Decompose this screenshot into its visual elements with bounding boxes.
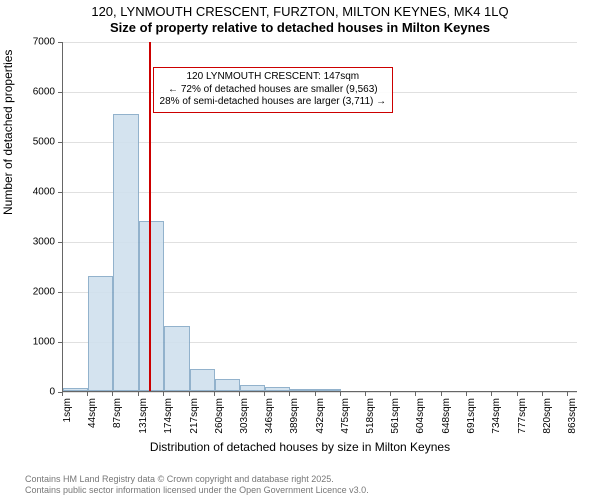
x-tick <box>163 392 164 396</box>
x-tick-label: 87sqm <box>112 398 123 448</box>
property-marker-line <box>149 42 151 391</box>
histogram-bar <box>290 389 315 391</box>
gridline <box>63 142 577 143</box>
x-tick-label: 648sqm <box>441 398 452 448</box>
footer-line-2: Contains public sector information licen… <box>25 485 590 496</box>
x-tick-label: 734sqm <box>491 398 502 448</box>
x-tick-label: 777sqm <box>517 398 528 448</box>
histogram-bar <box>164 326 189 391</box>
x-tick <box>567 392 568 396</box>
x-tick-label: 131sqm <box>138 398 149 448</box>
title-line-1: 120, LYNMOUTH CRESCENT, FURZTON, MILTON … <box>0 4 600 19</box>
x-tick <box>491 392 492 396</box>
histogram-bar <box>215 379 240 392</box>
y-tick-label: 6000 <box>33 87 55 98</box>
attribution-footer: Contains HM Land Registry data © Crown c… <box>25 474 590 497</box>
x-tick <box>517 392 518 396</box>
footer-line-1: Contains HM Land Registry data © Crown c… <box>25 474 590 485</box>
y-tick <box>58 192 62 193</box>
histogram-bar <box>113 114 139 392</box>
x-tick <box>214 392 215 396</box>
x-tick <box>441 392 442 396</box>
x-tick <box>189 392 190 396</box>
x-tick-label: 820sqm <box>542 398 553 448</box>
x-tick <box>112 392 113 396</box>
y-tick <box>58 242 62 243</box>
x-tick-label: 260sqm <box>214 398 225 448</box>
x-tick-label: 604sqm <box>415 398 426 448</box>
title-line-2: Size of property relative to detached ho… <box>0 20 600 35</box>
histogram-bar <box>88 276 113 391</box>
plot-area: 120 LYNMOUTH CRESCENT: 147sqm← 72% of de… <box>62 42 577 392</box>
y-tick-label: 5000 <box>33 137 55 148</box>
x-tick <box>289 392 290 396</box>
y-tick-label: 7000 <box>33 37 55 48</box>
x-tick <box>542 392 543 396</box>
x-tick <box>466 392 467 396</box>
gridline <box>63 42 577 43</box>
x-tick-label: 863sqm <box>567 398 578 448</box>
x-tick-label: 432sqm <box>315 398 326 448</box>
x-tick-label: 346sqm <box>264 398 275 448</box>
x-tick-label: 691sqm <box>466 398 477 448</box>
gridline <box>63 392 577 393</box>
x-tick-label: 217sqm <box>189 398 200 448</box>
x-tick <box>365 392 366 396</box>
annotation-box: 120 LYNMOUTH CRESCENT: 147sqm← 72% of de… <box>153 67 394 113</box>
x-tick-label: 518sqm <box>365 398 376 448</box>
histogram-bar <box>240 385 265 391</box>
annotation-text: 120 LYNMOUTH CRESCENT: 147sqm <box>160 71 387 84</box>
x-tick-label: 475sqm <box>340 398 351 448</box>
x-tick <box>264 392 265 396</box>
x-tick <box>315 392 316 396</box>
figure: 120, LYNMOUTH CRESCENT, FURZTON, MILTON … <box>0 0 600 500</box>
y-tick-label: 2000 <box>33 287 55 298</box>
annotation-text: 28% of semi-detached houses are larger (… <box>160 96 387 109</box>
x-tick <box>340 392 341 396</box>
annotation-text: ← 72% of detached houses are smaller (9,… <box>160 84 387 97</box>
y-tick-label: 3000 <box>33 237 55 248</box>
y-tick <box>58 342 62 343</box>
x-tick <box>415 392 416 396</box>
histogram-bar <box>139 221 164 391</box>
histogram-bar <box>316 389 341 391</box>
y-tick-label: 1000 <box>33 337 55 348</box>
x-tick-label: 561sqm <box>390 398 401 448</box>
x-tick-label: 1sqm <box>62 398 73 448</box>
y-axis-label: Number of detached properties <box>1 50 15 215</box>
x-tick-label: 44sqm <box>87 398 98 448</box>
x-tick <box>138 392 139 396</box>
histogram-bar <box>190 369 215 392</box>
x-tick <box>390 392 391 396</box>
x-tick <box>239 392 240 396</box>
y-tick <box>58 292 62 293</box>
x-tick-label: 174sqm <box>163 398 174 448</box>
histogram-bar <box>63 388 88 391</box>
y-tick <box>58 142 62 143</box>
x-tick <box>87 392 88 396</box>
x-tick-label: 303sqm <box>239 398 250 448</box>
y-tick <box>58 42 62 43</box>
y-tick-label: 4000 <box>33 187 55 198</box>
y-tick <box>58 92 62 93</box>
x-tick <box>62 392 63 396</box>
histogram-bar <box>265 387 290 391</box>
y-tick-label: 0 <box>49 387 55 398</box>
x-tick-label: 389sqm <box>289 398 300 448</box>
gridline <box>63 192 577 193</box>
